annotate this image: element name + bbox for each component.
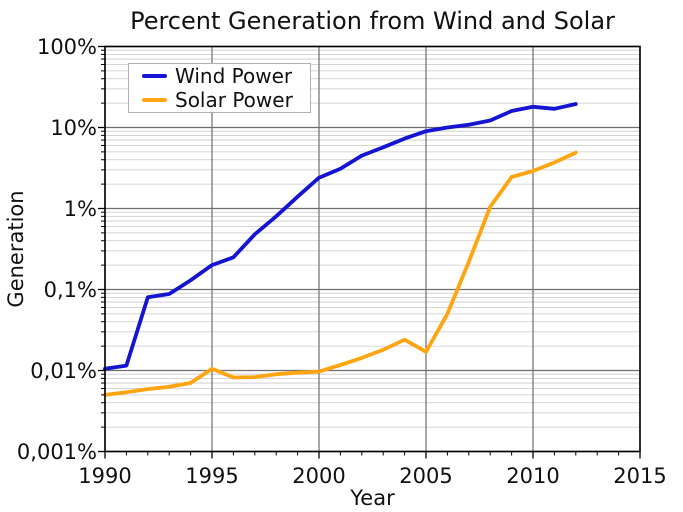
legend-item-wind: Wind Power (142, 63, 310, 88)
x-axis-title: Year (350, 486, 395, 510)
axis-ticks (98, 45, 641, 459)
y-tick-label: 0,01% (30, 359, 97, 383)
y-tick-labels: 100% 10% 1% 0,1% 0,01% 0,001% (17, 35, 97, 464)
solar-power-line (103, 150, 578, 397)
x-tick-label: 2005 (399, 464, 452, 488)
legend: Wind Power Solar Power (128, 63, 311, 113)
y-minor-gridlines (105, 49, 640, 428)
plot-frame (104, 45, 641, 453)
y-tick-label: 0,1% (44, 278, 97, 302)
legend-label-wind: Wind Power (175, 63, 293, 88)
legend-item-solar: Solar Power (142, 87, 310, 112)
x-tick-label: 1995 (185, 464, 238, 488)
x-tick-labels: 1990 1995 2000 2005 2010 2015 (78, 464, 666, 488)
y-tick-label: 100% (37, 35, 97, 59)
x-tick-label: 2010 (506, 464, 559, 488)
y-tick-label: 10% (50, 116, 97, 140)
x-tick-label: 2015 (613, 464, 666, 488)
chart-title: Percent Generation from Wind and Solar (130, 7, 615, 35)
wind-power-line (103, 102, 578, 371)
x-tick-label: 1990 (78, 464, 131, 488)
solar-line-swatch (142, 98, 167, 102)
x-tick-label: 2000 (292, 464, 345, 488)
wind-line-swatch (142, 74, 167, 78)
y-tick-label: 1% (64, 197, 97, 221)
y-tick-label: 0,001% (17, 440, 97, 464)
legend-label-solar: Solar Power (175, 87, 293, 112)
